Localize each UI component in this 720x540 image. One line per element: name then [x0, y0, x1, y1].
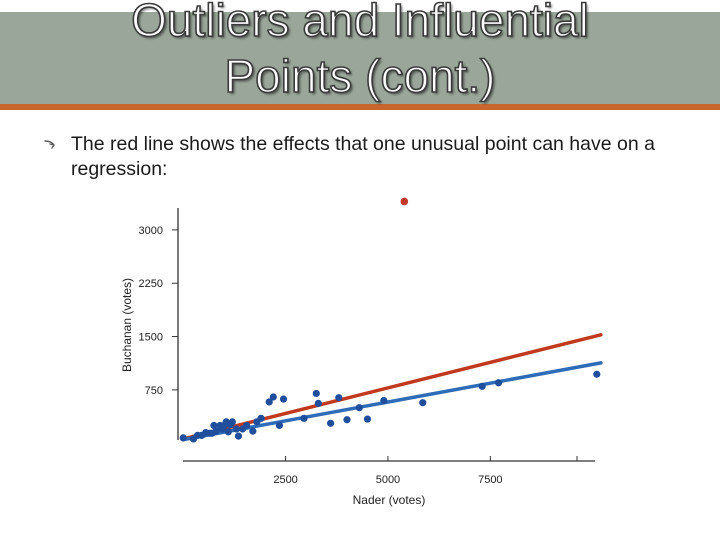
data-point — [179, 434, 187, 442]
x-axis-label: Nader (votes) — [353, 493, 426, 507]
data-point — [494, 379, 503, 387]
data-point — [419, 399, 427, 407]
data-point — [249, 427, 257, 435]
x-tick-label: 7500 — [478, 474, 502, 486]
data-point — [314, 399, 322, 407]
x-tick-label: 2500 — [273, 474, 297, 486]
data-point — [343, 416, 351, 424]
y-tick-label: 1500 — [139, 332, 163, 344]
data-point — [228, 418, 236, 426]
data-point — [593, 370, 601, 378]
outlier-point — [400, 197, 409, 206]
data-point — [212, 427, 220, 435]
regression-line-with-outlier — [181, 333, 603, 441]
x-tick-label: 5000 — [376, 474, 400, 486]
regression-line-without-outlier — [181, 361, 603, 442]
y-tick-label: 3000 — [139, 225, 163, 237]
data-point — [380, 396, 388, 405]
data-point — [279, 395, 288, 403]
data-point — [243, 421, 251, 430]
title-underline — [0, 104, 720, 110]
data-point — [335, 394, 343, 402]
arrow-bullet-icon — [44, 140, 55, 149]
slide-title: Outliers and Influential Points (cont.) — [20, 0, 700, 104]
data-point — [363, 415, 372, 423]
data-point — [269, 393, 277, 401]
title-bar — [0, 12, 720, 104]
data-point — [224, 428, 232, 436]
data-point — [275, 421, 284, 430]
y-tick-label: 2250 — [139, 278, 163, 290]
slide-title-line-1: Outliers and Influential — [130, 0, 589, 47]
bullet-text: The red line shows the effects that one … — [71, 133, 655, 180]
data-point — [234, 432, 243, 440]
data-point — [355, 404, 363, 412]
data-point — [210, 421, 218, 430]
y-tick-label: 750 — [145, 385, 163, 397]
slide-title-line-2: Points (cont.) — [224, 49, 497, 103]
data-point — [327, 419, 335, 427]
data-point — [478, 382, 486, 390]
y-axis-label: Buchanan (votes) — [120, 278, 134, 372]
data-point — [232, 425, 241, 433]
data-point — [265, 398, 273, 406]
data-point — [312, 389, 320, 398]
data-point — [300, 414, 308, 422]
data-point — [257, 414, 265, 422]
